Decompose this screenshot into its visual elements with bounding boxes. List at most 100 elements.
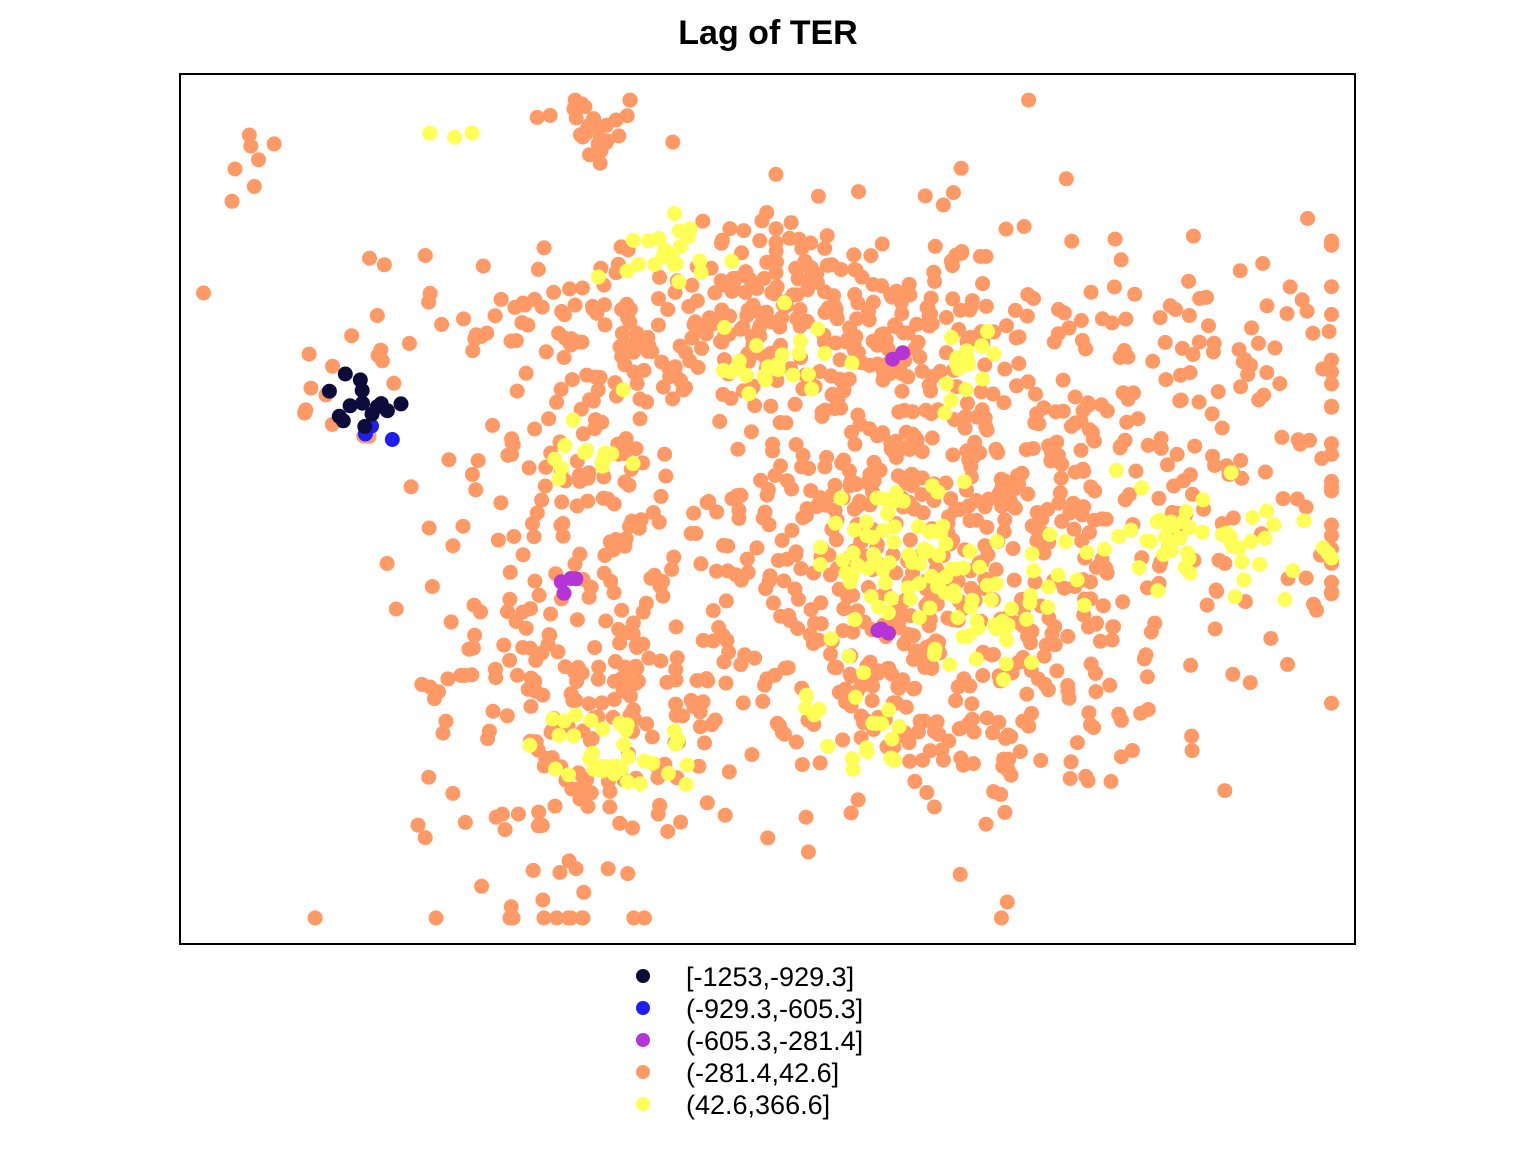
data-point	[1106, 619, 1121, 635]
data-point	[953, 160, 969, 176]
data-point	[1060, 628, 1076, 644]
data-point	[575, 910, 591, 926]
data-point	[979, 519, 995, 535]
data-point	[509, 667, 525, 683]
data-point	[755, 693, 771, 709]
data-point	[883, 590, 899, 606]
data-point	[800, 366, 816, 382]
data-point	[843, 668, 859, 684]
data-point	[619, 296, 635, 312]
data-point	[529, 505, 545, 521]
data-point	[622, 314, 638, 330]
data-point	[1040, 579, 1056, 595]
data-point	[534, 299, 550, 315]
data-point	[823, 567, 838, 583]
data-point	[527, 421, 543, 437]
data-point	[603, 573, 619, 589]
data-point	[776, 573, 792, 589]
data-point	[583, 579, 599, 595]
data-point	[799, 501, 815, 517]
data-point	[251, 152, 266, 168]
data-point	[625, 626, 641, 642]
data-point	[705, 603, 721, 619]
data-point	[793, 561, 809, 577]
data-point	[774, 310, 790, 326]
data-point	[1244, 510, 1260, 525]
data-point	[422, 125, 438, 141]
data-point	[948, 247, 964, 263]
data-point	[1060, 683, 1076, 699]
data-point	[754, 213, 770, 229]
data-point	[595, 458, 611, 474]
data-point	[877, 575, 893, 591]
data-point	[743, 424, 759, 440]
data-point	[574, 778, 590, 794]
legend-label: (42.6,366.6]	[686, 1090, 830, 1120]
data-point	[1324, 399, 1339, 415]
data-point	[688, 526, 704, 541]
data-point	[699, 795, 715, 811]
data-point	[1073, 313, 1089, 328]
data-point	[1161, 534, 1177, 550]
data-point	[630, 256, 646, 272]
data-point	[424, 579, 440, 594]
data-point	[924, 316, 940, 332]
data-point	[853, 708, 869, 724]
data-point	[625, 820, 640, 836]
data-point	[757, 372, 773, 388]
data-point	[1306, 596, 1321, 612]
data-point	[586, 761, 602, 777]
data-point	[1041, 610, 1057, 626]
data-point	[536, 758, 552, 774]
data-point	[810, 321, 826, 337]
data-point	[568, 861, 584, 877]
data-point	[1199, 597, 1215, 613]
data-point	[551, 325, 567, 341]
data-point	[246, 178, 262, 194]
data-point	[401, 335, 417, 351]
data-point	[585, 393, 601, 409]
data-point	[1243, 533, 1259, 549]
data-point	[795, 447, 811, 463]
data-point	[753, 472, 769, 488]
data-point	[569, 674, 585, 689]
data-point	[1150, 583, 1166, 599]
data-point	[937, 405, 953, 421]
data-point	[804, 381, 819, 397]
data-point	[1003, 728, 1019, 744]
data-point	[733, 487, 749, 503]
data-point	[922, 743, 938, 759]
data-point	[502, 591, 518, 607]
data-point	[384, 432, 400, 447]
data-point	[850, 498, 866, 514]
data-point	[905, 426, 921, 442]
data-point	[1275, 491, 1291, 507]
data-point	[362, 250, 377, 266]
data-point	[592, 131, 608, 146]
data-point	[1024, 623, 1040, 639]
data-point	[963, 600, 979, 615]
data-point	[689, 673, 705, 688]
data-point	[850, 557, 865, 573]
data-point	[956, 671, 972, 687]
data-point	[1153, 431, 1169, 446]
data-point	[1181, 520, 1197, 536]
data-point	[641, 650, 657, 666]
data-point	[393, 396, 409, 412]
data-point	[556, 307, 572, 323]
data-point	[875, 425, 891, 441]
data-point	[1233, 453, 1249, 468]
data-point	[957, 420, 973, 436]
data-point	[1107, 231, 1123, 247]
data-point	[741, 386, 757, 402]
data-point	[1065, 495, 1081, 511]
data-point	[836, 381, 852, 397]
data-point	[386, 375, 402, 391]
data-point	[602, 799, 618, 815]
data-point	[1086, 433, 1102, 449]
data-point	[810, 188, 826, 204]
data-point	[812, 755, 828, 771]
data-point	[1083, 284, 1099, 300]
data-point	[887, 752, 903, 768]
